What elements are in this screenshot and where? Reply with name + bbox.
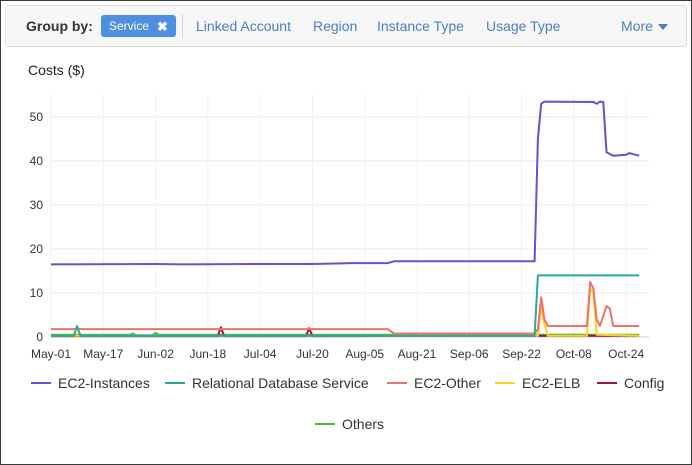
chip-label: Service [109,19,150,33]
series-line [51,274,640,337]
x-tick-label: Aug-21 [398,347,437,361]
service-filter-chip[interactable]: Service ✖ [101,15,176,37]
more-label: More [621,18,653,34]
x-tick-label: Jun-18 [190,347,227,361]
cost-chart-panel: Costs ($) 0 10 20 30 40 50 May-01 May-17 Jun-02 J… [5,47,687,459]
y-tick-label: 0 [36,330,43,344]
y-tick-label: 10 [30,286,44,300]
more-dropdown[interactable]: More [621,18,668,34]
x-tick-label: Sep-06 [450,347,489,361]
divider [182,14,183,38]
y-tick-label: 40 [30,154,44,168]
series-line [50,100,640,266]
caret-down-icon [657,24,668,30]
legend-item: EC2-Other [414,375,481,391]
x-tick-label: Jun-02 [137,347,174,361]
chart-title: Costs ($) [28,62,85,78]
x-tick-label: Jul-04 [244,347,277,361]
legend-item: EC2-Instances [58,375,150,391]
legend-item: EC2-ELB [522,375,580,391]
x-tick-label: May-01 [31,347,71,361]
group-by-usage-type[interactable]: Usage Type [486,18,561,34]
legend-item: Others [342,416,384,432]
series-line [51,281,640,335]
x-tick-label: May-17 [83,347,123,361]
x-tick-label: Jul-20 [296,347,329,361]
group-by-instance-type[interactable]: Instance Type [377,18,464,34]
x-tick-label: Aug-05 [345,347,384,361]
x-tick-label: Sep-22 [502,347,541,361]
legend-item: Relational Database Service [192,375,369,391]
y-tick-label: 20 [30,242,44,256]
remove-x-icon[interactable]: ✖ [157,18,168,34]
y-tick-label: 30 [30,198,44,212]
group-by-label: Group by: [26,18,93,34]
x-tick-label: Oct-24 [608,347,644,361]
group-by-bar: Group by: Service ✖ Linked Account Regio… [5,5,687,47]
group-by-region[interactable]: Region [313,18,358,34]
y-tick-label: 50 [30,110,44,124]
x-tick-label: Oct-08 [556,347,592,361]
cost-line-chart: 0 10 20 30 40 50 May-01 May-17 Jun-02 Jun-18 Jul-0… [30,95,664,432]
group-by-linked-account[interactable]: Linked Account [196,18,291,34]
legend-item: Config [624,375,664,391]
